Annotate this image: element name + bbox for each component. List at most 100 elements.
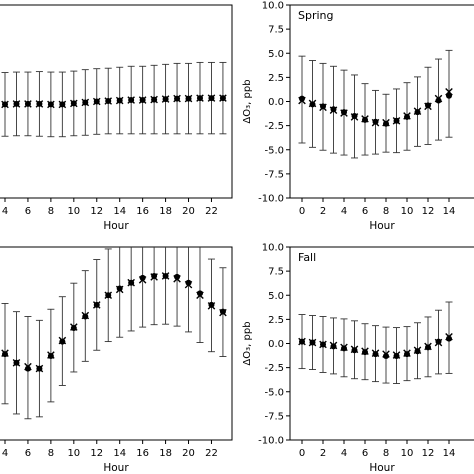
x-marker bbox=[104, 97, 113, 105]
x-marker bbox=[173, 275, 181, 283]
circle-marker bbox=[139, 274, 146, 281]
y-tick-label: 10.0 bbox=[262, 243, 284, 254]
x-tick-label: 2 bbox=[320, 448, 326, 459]
y-tick-label: 10.0 bbox=[262, 1, 284, 12]
x-marker bbox=[298, 96, 306, 105]
x-axis-label: Hour bbox=[103, 220, 129, 232]
panel-top-left: 4 6 8 10 12 14 16 18 20 22 Hour bbox=[0, 4, 233, 232]
x-marker bbox=[92, 301, 101, 309]
x-marker bbox=[92, 97, 101, 106]
y-tick-label: 2.5 bbox=[268, 73, 284, 84]
x-marker bbox=[115, 96, 124, 105]
x-marker bbox=[350, 345, 359, 354]
x-marker bbox=[434, 94, 443, 103]
x-marker bbox=[81, 98, 90, 107]
x-tick-label: 10 bbox=[401, 206, 414, 217]
x-marker bbox=[47, 351, 55, 359]
axes-frame bbox=[289, 246, 474, 441]
x-axis-label: Hour bbox=[369, 462, 395, 474]
x-tick-label: 16 bbox=[136, 206, 149, 217]
panel-bottom-right: 0 2 4 6 8 10 12 14 Hour 10.0 7.5 5.0 2.5 0.0 -2.5 -5.0 -… bbox=[242, 243, 474, 474]
x-tick-label: 2 bbox=[320, 206, 326, 217]
x-marker bbox=[219, 308, 227, 317]
x-tick-label: 6 bbox=[362, 448, 368, 459]
x-marker bbox=[161, 272, 170, 280]
x-marker bbox=[138, 276, 147, 284]
x-marker bbox=[81, 311, 90, 320]
x-tick-label: 4 bbox=[341, 448, 347, 459]
x-marker bbox=[319, 340, 327, 349]
axes-frame bbox=[0, 246, 233, 441]
x-tick-label: 22 bbox=[205, 448, 218, 459]
x-marker bbox=[184, 94, 193, 103]
x-marker bbox=[298, 337, 306, 346]
y-tick-label: 2.5 bbox=[268, 315, 284, 326]
x-marker bbox=[308, 338, 317, 347]
x-tick-label: 8 bbox=[48, 448, 54, 459]
x-tick-label: 8 bbox=[383, 448, 389, 459]
x-marker bbox=[371, 118, 380, 127]
x-marker bbox=[70, 99, 78, 108]
x-tick-label: 6 bbox=[362, 206, 368, 217]
y-tick-label: 0.0 bbox=[268, 97, 284, 108]
x-tick-label: 4 bbox=[341, 206, 347, 217]
x-marker bbox=[138, 96, 147, 104]
x-marker bbox=[308, 99, 317, 108]
x-marker bbox=[196, 291, 204, 300]
plot-area bbox=[1, 247, 227, 420]
x-marker bbox=[340, 343, 348, 352]
y-tick-label: -5.0 bbox=[264, 387, 284, 398]
x-marker bbox=[424, 102, 432, 111]
x-marker bbox=[12, 359, 21, 367]
x-marker bbox=[392, 351, 401, 359]
x-marker bbox=[184, 280, 193, 289]
x-tick-label: 6 bbox=[25, 206, 31, 217]
x-axis-label: Hour bbox=[369, 220, 395, 232]
circle-marker bbox=[299, 95, 305, 102]
plot-area bbox=[298, 301, 453, 384]
x-marker bbox=[58, 100, 67, 109]
x-tick-label: 10 bbox=[67, 448, 80, 459]
y-tick-label: 0.0 bbox=[268, 339, 284, 350]
y-axis-label: ΔO₃, ppb bbox=[242, 321, 253, 365]
panel-title: Spring bbox=[298, 9, 334, 22]
panel-title: Fall bbox=[298, 251, 316, 264]
x-marker bbox=[361, 115, 369, 123]
y-tick-label: 7.5 bbox=[268, 267, 284, 278]
x-tick-label: 8 bbox=[383, 206, 389, 217]
x-tick-label: 4 bbox=[2, 448, 8, 459]
x-marker bbox=[382, 118, 390, 127]
x-marker bbox=[12, 100, 21, 108]
x-marker bbox=[424, 342, 432, 351]
x-tick-label: 0 bbox=[299, 206, 305, 217]
x-marker bbox=[104, 291, 113, 300]
circle-marker bbox=[446, 335, 452, 342]
y-tick-label: -7.5 bbox=[264, 411, 284, 422]
x-marker bbox=[1, 349, 9, 357]
y-tick-label: 7.5 bbox=[268, 25, 284, 36]
x-marker bbox=[24, 362, 32, 371]
x-tick-label: 14 bbox=[113, 206, 126, 217]
x-marker bbox=[219, 94, 227, 102]
circle-marker bbox=[435, 97, 442, 104]
x-marker bbox=[150, 273, 158, 281]
x-marker bbox=[329, 106, 338, 114]
y-tick-label: -2.5 bbox=[264, 363, 284, 374]
x-marker bbox=[445, 332, 453, 341]
y-tick-label: -5.0 bbox=[264, 145, 284, 156]
x-tick-label: 12 bbox=[90, 206, 103, 217]
x-marker bbox=[361, 347, 369, 356]
x-marker bbox=[207, 94, 216, 102]
x-marker bbox=[392, 117, 401, 125]
x-marker bbox=[371, 349, 380, 357]
y-tick-label: 5.0 bbox=[268, 291, 284, 302]
plot-area bbox=[1, 61, 227, 138]
x-marker bbox=[35, 100, 44, 108]
x-marker bbox=[58, 336, 67, 345]
x-marker bbox=[329, 341, 338, 350]
x-marker bbox=[150, 95, 158, 104]
circle-marker bbox=[383, 353, 389, 360]
x-tick-label: 18 bbox=[159, 448, 172, 459]
x-marker bbox=[319, 103, 327, 112]
